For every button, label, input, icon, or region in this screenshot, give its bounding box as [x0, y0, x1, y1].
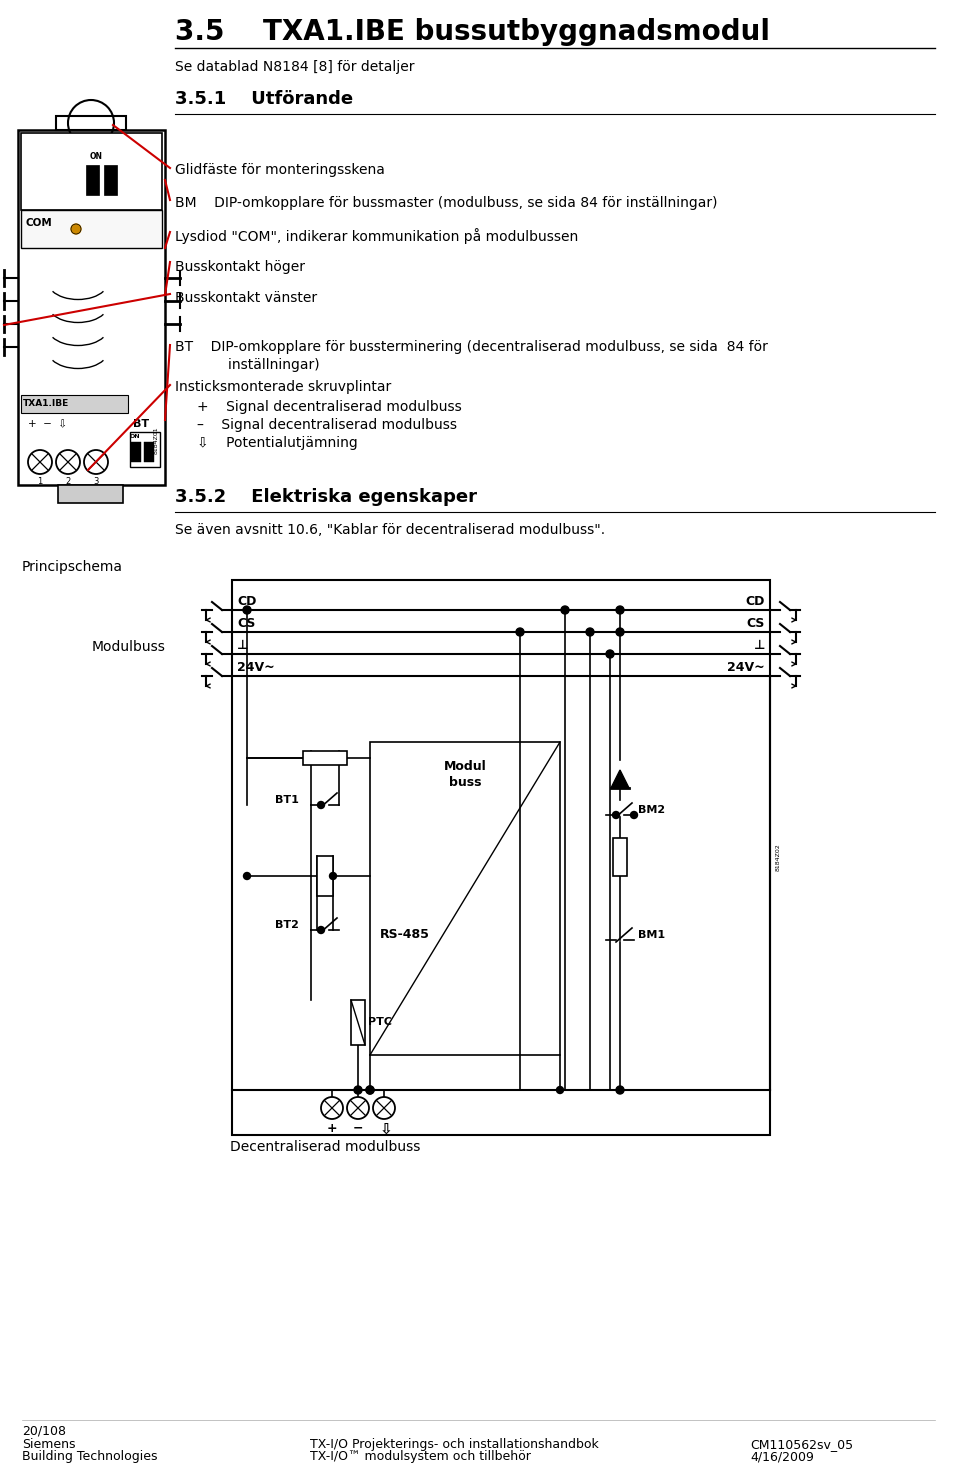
Circle shape	[347, 1097, 369, 1120]
Text: BT    DIP-omkopplare för bussterminering (decentraliserad modulbuss, se sida  84: BT DIP-omkopplare för bussterminering (d…	[175, 340, 768, 353]
Circle shape	[321, 1097, 343, 1120]
Text: Building Technologies: Building Technologies	[22, 1449, 157, 1463]
Bar	[351, 1000, 365, 1046]
Circle shape	[561, 606, 569, 614]
Text: CD: CD	[237, 595, 256, 608]
Text: –    Signal decentraliserad modulbuss: – Signal decentraliserad modulbuss	[197, 419, 457, 432]
Text: BT: BT	[133, 419, 149, 429]
Text: CS: CS	[237, 617, 255, 630]
Text: Se även avsnitt 10.6, "Kablar för decentraliserad modulbuss".: Se även avsnitt 10.6, "Kablar för decent…	[175, 524, 605, 537]
Polygon shape	[611, 771, 629, 788]
Text: ON: ON	[89, 152, 103, 161]
Text: 1: 1	[37, 478, 42, 487]
Bar	[613, 839, 627, 876]
Circle shape	[318, 802, 324, 809]
Text: TXA1.IBE: TXA1.IBE	[23, 399, 69, 408]
Circle shape	[373, 1097, 395, 1120]
Text: PTC: PTC	[368, 1018, 392, 1026]
Text: 3.5.1    Utförande: 3.5.1 Utförande	[175, 90, 353, 108]
Circle shape	[557, 1087, 564, 1093]
Bar	[232, 580, 770, 1134]
Bar	[104, 166, 117, 195]
Bar	[317, 856, 333, 896]
Text: TX-I/O Projekterings- och installationshandbok: TX-I/O Projekterings- och installationsh…	[310, 1438, 599, 1451]
Text: ⇩    Potentialutjämning: ⇩ Potentialutjämning	[197, 436, 358, 450]
Text: Lysdiod "COM", indikerar kommunikation på modulbussen: Lysdiod "COM", indikerar kommunikation p…	[175, 228, 578, 244]
Text: TX-I/O™ modulsystem och tillbehör: TX-I/O™ modulsystem och tillbehör	[310, 1449, 531, 1463]
Text: Modul
buss: Modul buss	[444, 760, 487, 788]
Bar	[56, 115, 126, 130]
Text: Siemens: Siemens	[22, 1438, 76, 1451]
Bar	[18, 130, 165, 485]
Text: 24V~: 24V~	[237, 661, 275, 674]
Text: 3.5    TXA1.IBE bussutbyggnadsmodul: 3.5 TXA1.IBE bussutbyggnadsmodul	[175, 18, 770, 46]
Text: BM1: BM1	[638, 930, 665, 941]
Circle shape	[84, 450, 108, 473]
Circle shape	[606, 649, 614, 658]
Circle shape	[616, 606, 624, 614]
Text: −: −	[352, 1123, 363, 1134]
Circle shape	[616, 1086, 624, 1094]
Circle shape	[616, 629, 624, 636]
Circle shape	[71, 223, 81, 234]
Text: Busskontakt höger: Busskontakt höger	[175, 260, 305, 274]
Bar	[21, 210, 162, 248]
Circle shape	[631, 812, 637, 818]
Circle shape	[612, 812, 619, 818]
Text: Modulbuss: Modulbuss	[92, 640, 166, 654]
Text: 4/16/2009: 4/16/2009	[750, 1449, 814, 1463]
Bar	[131, 442, 141, 461]
Bar	[21, 133, 162, 210]
Text: Decentraliserad modulbuss: Decentraliserad modulbuss	[230, 1140, 420, 1154]
Circle shape	[354, 1086, 362, 1094]
Text: 2: 2	[65, 478, 71, 487]
Text: 24V~: 24V~	[728, 661, 765, 674]
Text: 20/108: 20/108	[22, 1424, 66, 1438]
Circle shape	[586, 629, 594, 636]
Circle shape	[366, 1086, 374, 1094]
Text: RS-485: RS-485	[380, 927, 430, 941]
Text: CS: CS	[747, 617, 765, 630]
Bar	[86, 166, 99, 195]
Text: CM110562sv_05: CM110562sv_05	[750, 1438, 853, 1451]
Text: Principschema: Principschema	[22, 561, 123, 574]
Circle shape	[318, 926, 324, 933]
Circle shape	[28, 450, 52, 473]
Text: ⇩: ⇩	[379, 1123, 393, 1137]
Text: 3: 3	[93, 478, 99, 487]
Circle shape	[329, 873, 337, 880]
Text: +: +	[326, 1123, 337, 1134]
Text: BM    DIP-omkopplare för bussmaster (modulbuss, se sida 84 för inställningar): BM DIP-omkopplare för bussmaster (modulb…	[175, 197, 717, 210]
Text: ⊥: ⊥	[754, 639, 765, 652]
Text: +    Signal decentraliserad modulbuss: + Signal decentraliserad modulbuss	[197, 399, 462, 414]
Text: BM2: BM2	[638, 805, 665, 815]
Bar	[130, 432, 160, 467]
Text: 8184Z01: 8184Z01	[154, 426, 158, 454]
Text: Se datablad N8184 [8] för detaljer: Se datablad N8184 [8] för detaljer	[175, 61, 415, 74]
Circle shape	[244, 873, 251, 880]
Text: inställningar): inställningar)	[193, 358, 320, 373]
Text: CD: CD	[746, 595, 765, 608]
Text: BT1: BT1	[275, 796, 299, 805]
Text: Insticksmonterade skruvplintar: Insticksmonterade skruvplintar	[175, 380, 392, 393]
Bar	[58, 485, 123, 503]
Text: ⊥: ⊥	[237, 639, 249, 652]
Bar	[303, 751, 347, 765]
Text: 8184Z02: 8184Z02	[776, 843, 780, 871]
Text: Glidfäste för monteringsskena: Glidfäste för monteringsskena	[175, 163, 385, 177]
Text: Busskontakt vänster: Busskontakt vänster	[175, 291, 317, 305]
Bar	[144, 442, 154, 461]
Text: +  −  ⇩: + − ⇩	[28, 419, 67, 429]
Circle shape	[56, 450, 80, 473]
Circle shape	[366, 1086, 374, 1094]
Text: BT2: BT2	[275, 920, 299, 930]
Text: COM: COM	[26, 217, 53, 228]
Circle shape	[243, 606, 251, 614]
Circle shape	[516, 629, 524, 636]
Text: BM: BM	[82, 211, 101, 222]
Bar	[21, 395, 128, 413]
Text: 3.5.2    Elektriska egenskaper: 3.5.2 Elektriska egenskaper	[175, 488, 477, 506]
Bar	[370, 742, 560, 1055]
Text: ON: ON	[130, 433, 140, 439]
